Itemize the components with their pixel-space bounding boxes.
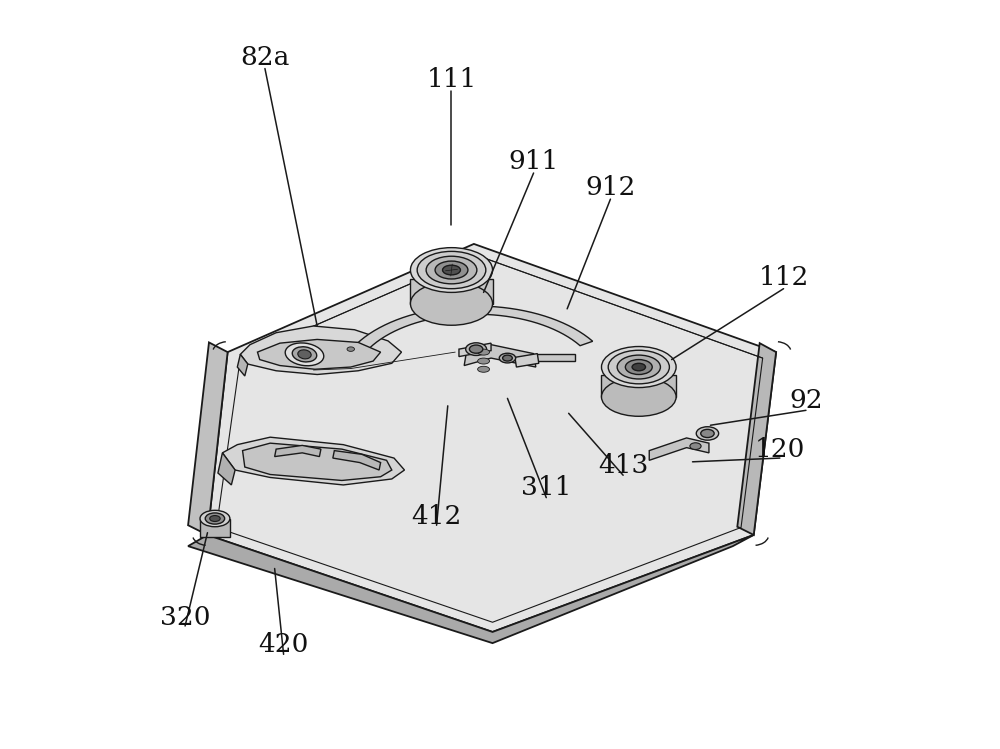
Ellipse shape: [478, 358, 490, 364]
Polygon shape: [243, 443, 392, 480]
Polygon shape: [536, 354, 575, 361]
Text: 912: 912: [585, 175, 636, 201]
Ellipse shape: [292, 347, 317, 362]
Polygon shape: [207, 244, 776, 632]
Text: 82a: 82a: [240, 45, 290, 70]
Ellipse shape: [210, 515, 220, 521]
Ellipse shape: [499, 354, 516, 363]
Ellipse shape: [443, 265, 460, 275]
Ellipse shape: [503, 355, 512, 361]
Polygon shape: [240, 326, 401, 374]
Text: 111: 111: [426, 67, 477, 92]
Text: 320: 320: [160, 604, 210, 629]
Ellipse shape: [478, 366, 490, 372]
Ellipse shape: [426, 256, 477, 284]
Polygon shape: [188, 535, 754, 643]
Ellipse shape: [410, 248, 493, 292]
Ellipse shape: [478, 349, 490, 355]
Text: 420: 420: [258, 632, 309, 657]
Ellipse shape: [410, 282, 493, 325]
Polygon shape: [459, 343, 491, 357]
Text: 112: 112: [758, 265, 809, 290]
Polygon shape: [257, 339, 381, 369]
Ellipse shape: [696, 427, 719, 440]
Ellipse shape: [285, 343, 324, 366]
Ellipse shape: [347, 347, 354, 351]
Polygon shape: [222, 437, 404, 485]
Ellipse shape: [298, 350, 311, 359]
Ellipse shape: [200, 510, 230, 527]
Text: 413: 413: [598, 453, 648, 478]
Ellipse shape: [625, 360, 652, 374]
Text: 911: 911: [508, 149, 559, 175]
Polygon shape: [275, 446, 321, 457]
Polygon shape: [601, 374, 676, 397]
Ellipse shape: [417, 252, 486, 288]
Ellipse shape: [601, 347, 676, 387]
Ellipse shape: [205, 513, 225, 524]
Polygon shape: [353, 306, 593, 351]
Polygon shape: [410, 279, 493, 303]
Polygon shape: [333, 451, 381, 470]
Polygon shape: [237, 354, 248, 376]
Polygon shape: [737, 343, 776, 535]
Ellipse shape: [701, 429, 714, 437]
Ellipse shape: [469, 345, 483, 354]
Polygon shape: [464, 345, 536, 367]
Polygon shape: [515, 354, 539, 367]
Ellipse shape: [690, 443, 701, 449]
Polygon shape: [218, 453, 235, 485]
Ellipse shape: [617, 355, 660, 379]
Text: 92: 92: [789, 388, 823, 413]
Ellipse shape: [608, 351, 669, 383]
Ellipse shape: [632, 363, 646, 371]
Ellipse shape: [601, 377, 676, 416]
Polygon shape: [649, 438, 709, 461]
Polygon shape: [200, 518, 230, 537]
Ellipse shape: [466, 343, 487, 356]
Text: 120: 120: [755, 437, 805, 461]
Text: 412: 412: [411, 504, 462, 529]
Text: 311: 311: [521, 476, 571, 500]
Polygon shape: [188, 342, 228, 535]
Ellipse shape: [435, 261, 468, 279]
